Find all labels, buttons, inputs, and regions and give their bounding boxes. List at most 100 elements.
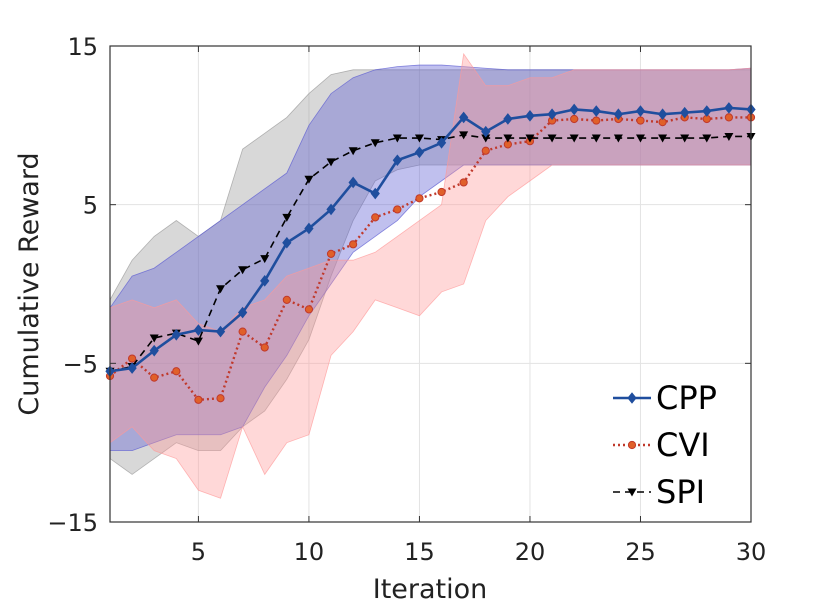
- point-spi: [613, 134, 623, 143]
- legend-label-spi: SPI: [656, 473, 705, 511]
- point-spi: [216, 285, 226, 294]
- point-cvi: [282, 295, 291, 304]
- point-cvi: [216, 394, 225, 403]
- point-spi: [459, 131, 469, 140]
- legend-marker-spi: [627, 488, 637, 497]
- point-cvi: [371, 213, 380, 222]
- point-cvi: [172, 367, 181, 376]
- point-spi: [724, 132, 734, 141]
- x-tick-label: 25: [625, 538, 656, 566]
- y-axis-title: Cumulative Reward: [14, 152, 45, 415]
- y-tick-labels: −15 −5 5 15: [47, 33, 98, 537]
- point-cpp: [724, 102, 734, 114]
- y-tick-label: −5: [63, 350, 98, 378]
- point-cpp: [569, 103, 579, 116]
- line-spi: [109, 134, 751, 373]
- confidence-bands: [109, 52, 752, 499]
- point-cpp: [127, 362, 137, 374]
- point-cpp: [613, 108, 624, 121]
- point-cpp: [436, 136, 447, 149]
- x-tick-label: 20: [515, 538, 546, 566]
- y-tick-label: 15: [67, 33, 98, 61]
- point-cpp: [171, 328, 181, 341]
- point-cvi: [326, 249, 336, 258]
- legend-label-cvi: CVI: [656, 426, 710, 464]
- point-spi: [414, 134, 424, 143]
- point-cpp: [193, 324, 204, 336]
- point-cpp: [392, 154, 402, 167]
- x-tick-label: 10: [294, 538, 325, 566]
- point-cpp: [326, 203, 336, 216]
- point-spi: [326, 158, 336, 167]
- point-spi: [304, 175, 314, 184]
- point-cvi: [150, 373, 159, 382]
- point-spi: [348, 147, 358, 156]
- point-spi: [591, 134, 601, 143]
- point-spi: [260, 255, 270, 264]
- point-cpp: [215, 325, 226, 338]
- point-spi: [503, 134, 513, 143]
- point-cpp: [348, 176, 358, 189]
- point-spi: [702, 134, 712, 143]
- legend-marker-cpp: [627, 392, 637, 404]
- x-tick-label: 15: [404, 538, 435, 566]
- point-cpp: [260, 275, 270, 287]
- x-tick-labels: 5 10 15 20 25 30: [191, 538, 767, 566]
- point-cvi: [570, 114, 579, 124]
- point-spi: [193, 337, 203, 346]
- y-tick-label: 5: [83, 192, 98, 220]
- point-cvi: [349, 240, 358, 249]
- point-cvi: [238, 327, 247, 336]
- point-cvi: [592, 116, 601, 125]
- point-cvi: [304, 305, 314, 314]
- point-cpp: [657, 108, 668, 121]
- point-cpp: [237, 306, 248, 319]
- point-cpp: [370, 187, 380, 200]
- point-spi: [525, 134, 535, 143]
- point-cvi: [437, 187, 446, 197]
- point-cpp: [459, 111, 469, 124]
- plot-frame: [109, 45, 752, 523]
- point-cpp: [635, 105, 646, 117]
- point-cvi: [415, 194, 424, 203]
- point-cpp: [503, 113, 513, 125]
- point-spi: [635, 134, 645, 143]
- y-tick-label: −15: [47, 509, 98, 537]
- point-cvi: [194, 395, 203, 404]
- point-cvi: [636, 116, 645, 125]
- point-spi: [680, 134, 690, 143]
- line-cvi: [109, 116, 751, 402]
- legend: CPP CVI SPI: [613, 379, 717, 511]
- point-cpp: [591, 105, 601, 117]
- point-cpp: [481, 125, 491, 138]
- point-cpp: [680, 106, 690, 119]
- point-cpp: [414, 146, 425, 159]
- point-cvi: [724, 113, 733, 122]
- point-cvi: [481, 146, 490, 155]
- point-spi: [481, 134, 491, 143]
- point-cpp: [525, 110, 535, 122]
- point-cpp: [282, 236, 292, 249]
- x-tick-label: 5: [191, 538, 206, 566]
- series-lines: [105, 102, 756, 404]
- point-spi: [392, 134, 402, 143]
- point-cvi: [260, 343, 269, 352]
- point-spi: [547, 134, 557, 143]
- x-axis-title: Iteration: [373, 574, 488, 605]
- point-cpp: [304, 222, 314, 235]
- point-spi: [238, 266, 248, 275]
- point-cvi: [393, 205, 402, 214]
- point-cpp: [547, 108, 557, 121]
- point-spi: [149, 334, 159, 343]
- point-spi: [569, 134, 579, 143]
- point-spi: [370, 139, 380, 148]
- legend-label-cpp: CPP: [656, 379, 717, 417]
- point-cvi: [459, 178, 468, 187]
- point-spi: [658, 134, 668, 143]
- point-cpp: [702, 105, 712, 117]
- point-spi: [282, 213, 292, 222]
- point-cpp: [149, 344, 159, 357]
- point-cvi: [128, 354, 137, 363]
- legend-marker-cvi: [627, 440, 637, 450]
